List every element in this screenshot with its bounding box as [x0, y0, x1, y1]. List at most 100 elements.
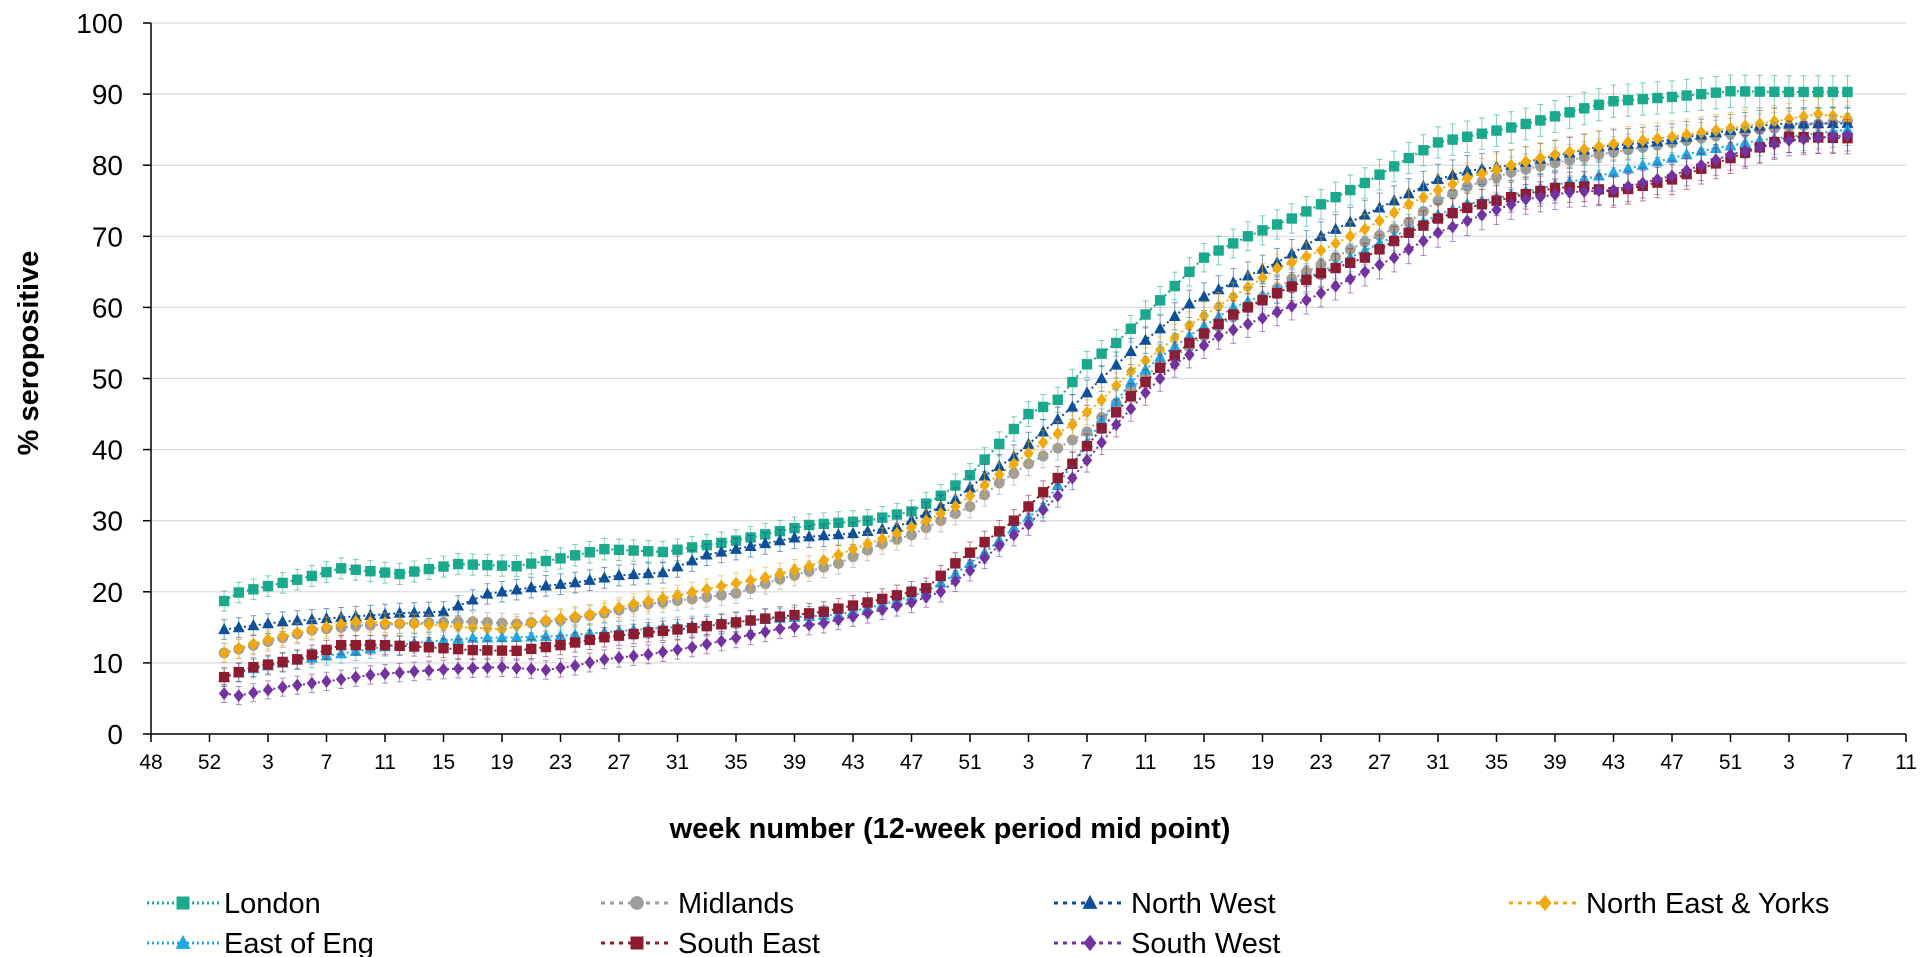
data-point — [803, 608, 815, 619]
data-point — [1154, 322, 1167, 334]
data-point — [818, 518, 829, 530]
data-point — [482, 559, 493, 571]
data-point — [744, 539, 757, 551]
data-point — [599, 604, 610, 618]
data-point — [1520, 192, 1531, 206]
data-point — [613, 568, 625, 581]
data-point — [1067, 376, 1078, 388]
x-tick-label: 3 — [1783, 751, 1795, 774]
data-point — [657, 546, 669, 558]
y-tick-label: 10 — [92, 648, 123, 679]
data-point — [1359, 265, 1371, 279]
data-point — [1213, 245, 1224, 256]
data-point — [862, 606, 873, 620]
data-point — [1432, 183, 1444, 197]
y-axis-label: % seropositive — [13, 251, 45, 456]
data-point — [1652, 92, 1663, 104]
data-point — [1345, 272, 1356, 286]
data-point — [1666, 169, 1678, 183]
data-point — [1418, 234, 1429, 248]
y-tick-labels: 0 10 20 30 40 50 60 70 80 90 100 — [76, 8, 123, 750]
data-point — [877, 512, 888, 523]
data-point — [1607, 165, 1620, 177]
legend: London Midlands North West North East & Yor… — [147, 888, 1829, 957]
data-point — [1198, 290, 1210, 302]
data-point — [1462, 171, 1473, 185]
x-tick-label: 15 — [432, 751, 455, 774]
data-point — [716, 579, 727, 593]
x-tick-label: 15 — [1192, 751, 1215, 774]
series-line — [223, 90, 1848, 602]
data-point — [1725, 86, 1736, 97]
y-tick-label: 80 — [92, 150, 123, 181]
data-point — [496, 585, 508, 597]
data-point — [554, 577, 567, 589]
x-tick-label: 31 — [1426, 751, 1449, 774]
x-tick-label: 7 — [1081, 751, 1093, 774]
data-point — [730, 631, 742, 645]
data-point — [1008, 528, 1020, 542]
data-point — [833, 548, 844, 562]
data-point — [292, 626, 303, 640]
data-point — [1388, 161, 1400, 172]
data-point — [452, 632, 465, 644]
x-tick-label: 7 — [321, 751, 333, 774]
data-point — [1476, 208, 1488, 222]
data-point — [891, 599, 903, 613]
legend-item: South West — [1054, 928, 1280, 957]
data-point — [1023, 501, 1034, 512]
data-point — [409, 641, 420, 652]
data-point — [1549, 111, 1561, 122]
data-point — [745, 615, 756, 626]
data-point — [1622, 162, 1635, 174]
data-point — [262, 617, 274, 629]
data-point — [482, 661, 493, 675]
data-point — [862, 537, 873, 551]
data-point — [1344, 215, 1357, 227]
data-point — [1330, 236, 1341, 250]
data-point — [555, 611, 566, 625]
data-point — [774, 611, 786, 622]
data-point — [759, 536, 772, 549]
data-point — [643, 594, 654, 608]
data-point — [379, 616, 391, 630]
legend-label: Midlands — [678, 888, 794, 920]
legend-label: East of Eng — [224, 928, 374, 957]
data-point — [1257, 311, 1268, 325]
data-point — [613, 651, 625, 665]
data-point — [628, 628, 639, 640]
data-point — [1096, 393, 1107, 407]
data-point — [1037, 435, 1049, 449]
data-point — [1418, 145, 1429, 156]
data-point — [818, 606, 829, 617]
data-point — [1081, 386, 1093, 398]
data-point — [1183, 297, 1196, 309]
data-point — [277, 629, 288, 643]
data-point — [350, 639, 361, 651]
data-point — [1564, 145, 1575, 159]
data-point — [1330, 191, 1341, 203]
data-point — [1754, 117, 1765, 131]
data-point — [584, 547, 595, 558]
data-point — [423, 663, 435, 677]
data-point — [1842, 86, 1853, 98]
legend-item: Midlands — [601, 888, 794, 920]
data-point — [511, 645, 522, 657]
data-point — [730, 617, 742, 628]
legend-label: South East — [678, 928, 820, 957]
data-point — [1520, 155, 1531, 169]
data-point — [1228, 323, 1239, 337]
data-point — [510, 583, 523, 595]
data-point — [1637, 176, 1648, 190]
data-point — [409, 617, 420, 631]
data-point — [964, 469, 976, 481]
data-point — [627, 567, 640, 580]
data-point — [394, 616, 405, 630]
x-tick-label: 51 — [1719, 751, 1742, 774]
legend-label: North West — [1131, 888, 1276, 920]
data-point — [276, 615, 289, 627]
data-point — [1330, 279, 1341, 293]
data-point — [481, 587, 494, 599]
data-point — [496, 645, 508, 656]
data-point — [394, 568, 405, 580]
